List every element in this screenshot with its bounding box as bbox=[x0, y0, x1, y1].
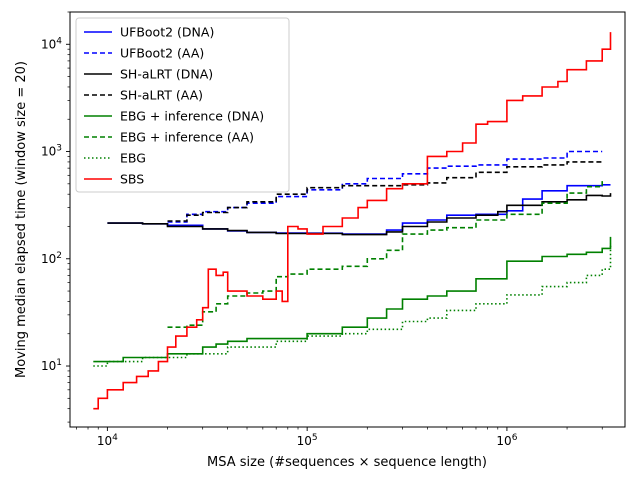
x-tick-exp: 6 bbox=[512, 433, 518, 443]
y-axis-label: Moving median elapsed time (window size … bbox=[14, 61, 29, 378]
series-line-5 bbox=[167, 181, 603, 328]
y-tick-base: 10 bbox=[41, 252, 56, 266]
y-tick-base: 10 bbox=[41, 145, 56, 159]
x-tick-base: 10 bbox=[496, 434, 511, 448]
y-tick-label: 101 bbox=[41, 358, 62, 373]
y-tick-exp: 2 bbox=[56, 251, 62, 261]
x-tick-exp: 4 bbox=[112, 433, 118, 443]
series-line-1 bbox=[167, 150, 603, 223]
series-layer bbox=[93, 32, 612, 410]
y-tick-exp: 1 bbox=[56, 358, 62, 368]
series-line-7 bbox=[93, 32, 612, 410]
y-tick-exp: 4 bbox=[56, 36, 62, 46]
legend-label-3: SH-aLRT (AA) bbox=[120, 88, 203, 103]
series-line-4 bbox=[93, 236, 612, 363]
y-tick-label: 103 bbox=[41, 144, 62, 159]
x-tick-label: 105 bbox=[297, 433, 318, 448]
y-tick-base: 10 bbox=[41, 37, 56, 51]
x-tick-base: 10 bbox=[97, 434, 112, 448]
y-tick-base: 10 bbox=[41, 359, 56, 373]
x-tick-label: 104 bbox=[97, 433, 118, 448]
legend-label-5: EBG + inference (AA) bbox=[120, 130, 254, 145]
series-line-2 bbox=[107, 193, 612, 236]
legend-label-6: EBG bbox=[120, 151, 146, 166]
y-tick-exp: 3 bbox=[56, 144, 62, 154]
legend-label-4: EBG + inference (DNA) bbox=[120, 109, 264, 124]
legend: UFBoot2 (DNA) UFBoot2 (AA) SH-aLRT (DNA) SH… bbox=[75, 17, 290, 193]
plot-frame bbox=[69, 11, 626, 428]
legend-label-0: UFBoot2 (DNA) bbox=[120, 25, 214, 40]
x-tick-exp: 5 bbox=[312, 433, 318, 443]
y-tick-label: 102 bbox=[41, 251, 62, 266]
x-tick-label: 106 bbox=[496, 433, 517, 448]
legend-box bbox=[75, 17, 290, 193]
legend-label-2: SH-aLRT (DNA) bbox=[120, 67, 213, 82]
x-axis-label: MSA size (#sequences × sequence length) bbox=[207, 455, 487, 470]
y-tick-label: 104 bbox=[41, 36, 62, 51]
legend-label-1: UFBoot2 (AA) bbox=[120, 46, 204, 61]
series-line-3 bbox=[167, 161, 603, 222]
legend-label-7: SBS bbox=[120, 172, 144, 187]
x-tick-base: 10 bbox=[297, 434, 312, 448]
